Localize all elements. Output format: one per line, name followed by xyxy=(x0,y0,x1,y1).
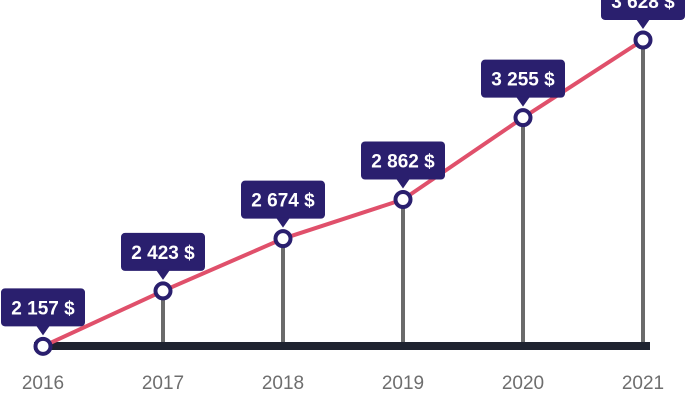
callout-box xyxy=(601,0,685,20)
data-label-2016: 2 157 $ xyxy=(11,298,75,319)
x-tick-label-2019: 2019 xyxy=(382,373,424,394)
data-label-2017: 2 423 $ xyxy=(131,243,195,264)
data-label-2019: 2 862 $ xyxy=(371,152,435,173)
data-point-2019 xyxy=(393,190,413,210)
data-label-2018: 2 674 $ xyxy=(251,191,315,212)
x-axis-baseline xyxy=(34,342,650,350)
callout-box xyxy=(121,232,205,271)
callout-pointer xyxy=(36,325,50,336)
x-tick-label-2021: 2021 xyxy=(622,373,664,394)
callout-box xyxy=(241,180,325,219)
data-point-2018 xyxy=(273,229,293,249)
data-label-2021: 3 628 $ xyxy=(611,0,675,13)
stem-group xyxy=(41,39,645,347)
value-callout-2016: 2 157 $ xyxy=(1,288,85,336)
callout-pointer xyxy=(396,178,410,189)
x-tick-group: 2016 2017 2018 2019 2020 2021 xyxy=(22,373,664,394)
value-callout-2021: 3 628 $ xyxy=(601,0,685,29)
x-tick-label-2016: 2016 xyxy=(22,373,64,394)
value-callout-2017: 2 423 $ xyxy=(121,232,205,280)
x-tick-label-2020: 2020 xyxy=(502,373,544,394)
marker-group xyxy=(33,30,653,356)
value-callout-2019: 2 862 $ xyxy=(361,141,445,189)
value-callout-2020: 3 255 $ xyxy=(481,59,565,107)
callout-pointer xyxy=(516,96,530,107)
data-point-2021 xyxy=(633,30,653,50)
data-point-2017 xyxy=(153,281,173,301)
callout-pointer xyxy=(636,18,650,29)
callout-group: 2 157 $ 2 423 $ 2 674 $ 2 862 $ 3 255 $ 3 628… xyxy=(1,0,685,336)
callout-box xyxy=(1,288,85,327)
callout-box xyxy=(361,141,445,180)
data-point-2016 xyxy=(33,336,53,356)
data-label-2020: 3 255 $ xyxy=(491,70,555,91)
data-point-2020 xyxy=(513,108,533,128)
callout-pointer xyxy=(156,269,170,280)
callout-box xyxy=(481,59,565,98)
callout-pointer xyxy=(276,217,290,228)
series-line xyxy=(42,38,645,349)
value-callout-2018: 2 674 $ xyxy=(241,180,325,228)
x-tick-label-2018: 2018 xyxy=(262,373,304,394)
x-tick-label-2017: 2017 xyxy=(142,373,184,394)
